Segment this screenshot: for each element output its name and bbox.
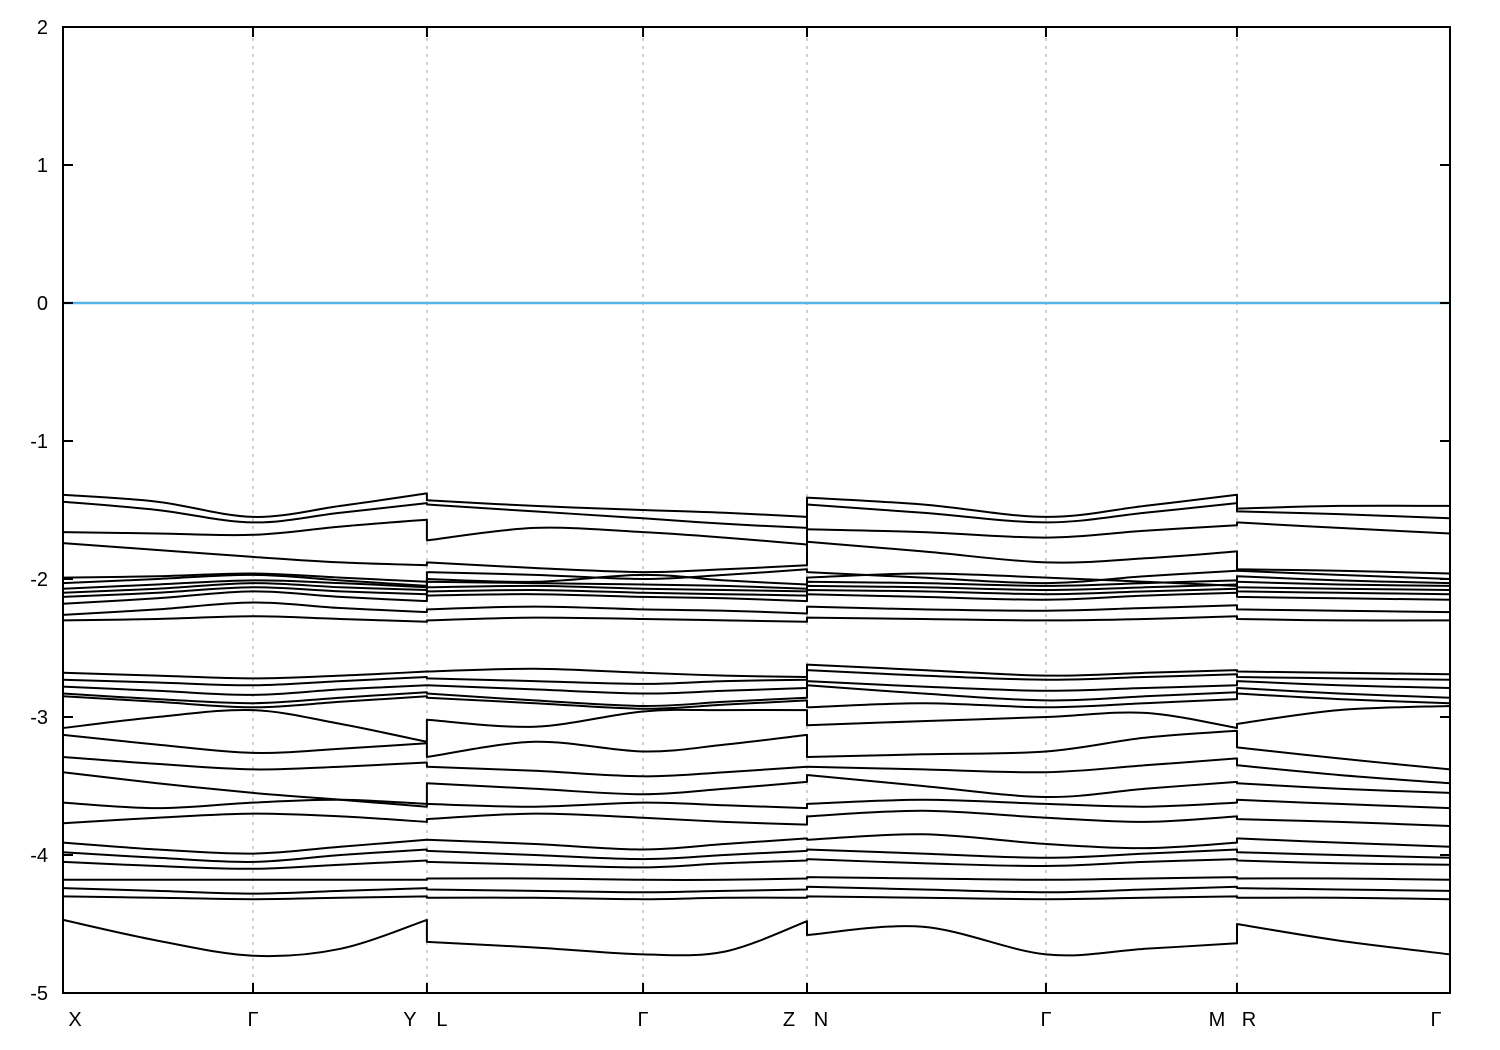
x-tick-label: Γ [1040,1009,1051,1031]
y-tick-label: -5 [30,983,48,1005]
band-line [62,705,1451,743]
band-line [62,756,1451,785]
band-line [62,601,1451,616]
y-tick-label: -2 [30,569,48,591]
x-tick-label: M [1209,1009,1226,1031]
band-line [62,729,1451,771]
y-tick-label: 2 [37,17,48,39]
y-tick-label: -3 [30,707,48,729]
band-line [62,692,1451,710]
band-line [62,568,1451,585]
axis-ticks [63,26,1450,994]
band-line [62,771,1451,808]
band-line [62,540,1451,575]
x-tick-label: L [436,1009,447,1031]
band-line [62,848,1451,863]
band-lines [62,492,1451,958]
y-tick-label: 0 [37,293,48,315]
x-tick-label: R [1242,1009,1256,1031]
band-line [62,579,1451,590]
band-line [62,669,1451,687]
x-tick-label: Z [783,1009,795,1031]
band-line [62,492,1451,518]
x-tick-label: Γ [248,1009,259,1031]
band-line [62,809,1451,827]
band-line [62,586,1451,598]
band-line [62,833,1451,855]
axis-labels: 2 1 0 -1 -2 -3 -4 -5 X Γ Y L Γ Z N Γ M R Γ [30,17,1441,1031]
x-tick-label: Y [403,1009,416,1031]
band-line [62,684,1451,708]
band-line [62,858,1451,870]
band-line [62,500,1451,529]
band-line [62,663,1451,680]
x-tick-label: X [68,1009,81,1031]
x-tick-label: Γ [1430,1009,1441,1031]
plot-frame [62,26,1451,994]
y-tick-label: -4 [30,845,48,867]
band-line [62,885,1451,895]
x-tick-label: N [814,1009,828,1031]
band-line [62,798,1451,810]
x-tick-label: Γ [638,1009,649,1031]
band-line [62,876,1451,882]
band-line [62,615,1451,623]
band-line [62,582,1451,594]
gridlines [252,38,1238,992]
y-tick-label: -1 [30,431,48,453]
y-tick-label: 1 [37,155,48,177]
band-line [62,518,1451,546]
band-line [62,590,1451,605]
band-line [62,895,1451,901]
band-line [62,918,1451,958]
band-line [62,680,1451,696]
